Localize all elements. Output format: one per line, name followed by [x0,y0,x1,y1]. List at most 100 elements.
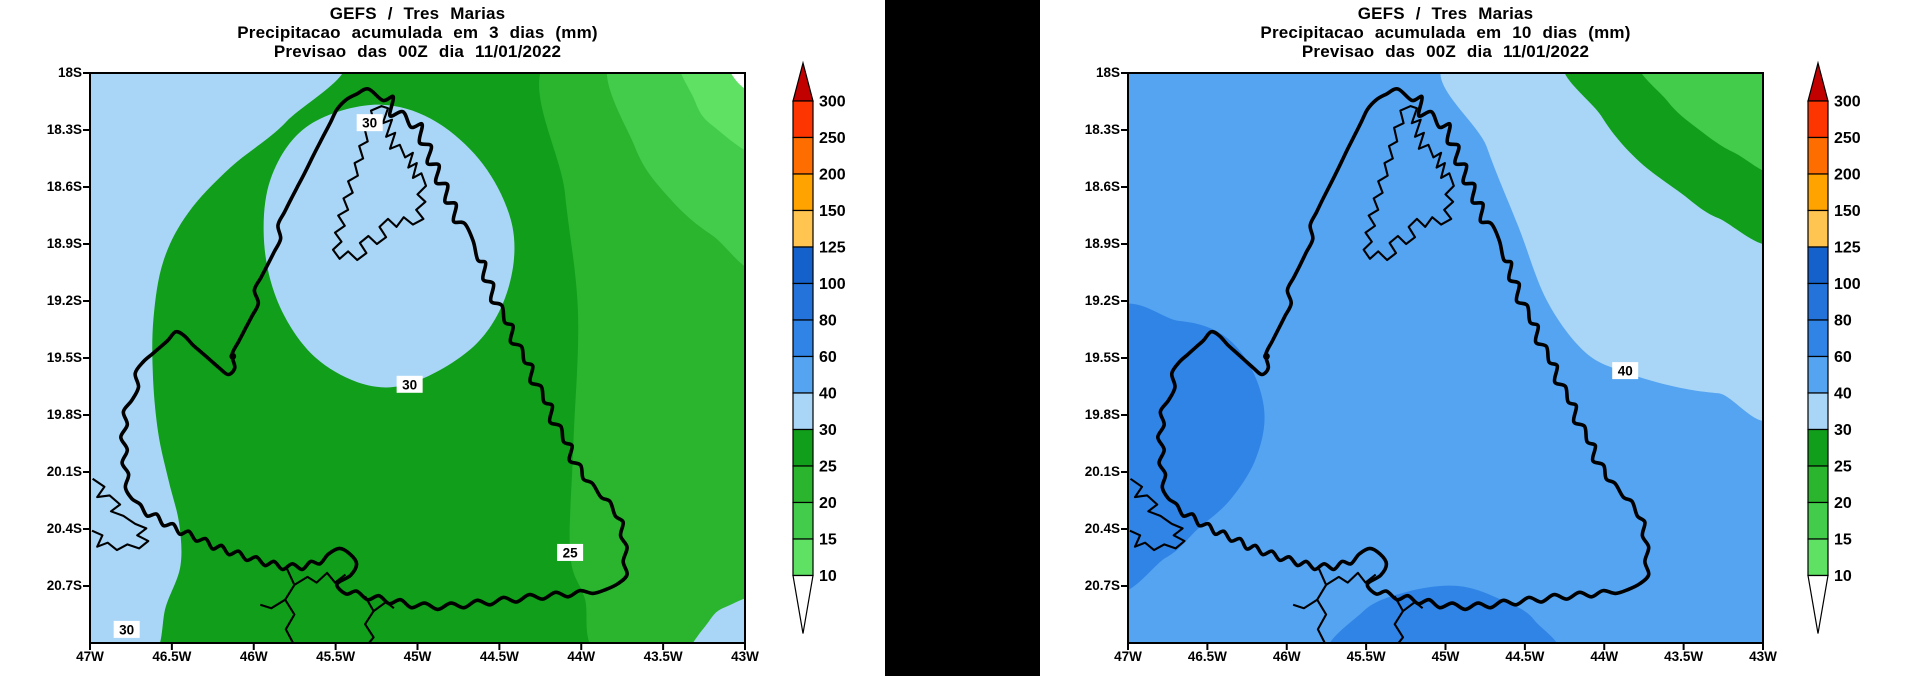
lon-tick-label: 45W [403,649,432,664]
colorbar-tick-label: 30 [1834,422,1852,439]
lat-tick-label: 20.7S [46,578,82,593]
colorbar-segment [792,538,814,577]
left-panel-title-line2: Precipitacao acumulada em 3 dias (mm) [237,23,598,42]
colorbar-segment [1807,100,1829,139]
precipitation-map-right: 40 [1121,72,1764,650]
precip-region [263,104,515,388]
lat-tick-label: 18S [57,65,82,80]
colorbar-segment [1807,465,1829,504]
lat-tick-label: 18.3S [46,122,82,137]
colorbar-segment [792,173,814,212]
lon-tick-label: 44W [567,649,596,664]
lat-tick-label: 18.9S [46,236,82,251]
colorbar-tick-label: 125 [819,240,846,257]
lon-tick-label: 47W [1114,649,1142,664]
lat-tick-label: 20.4S [1084,521,1120,536]
lat-tick-label: 18.6S [1084,179,1120,194]
colorbar-tick-label: 20 [1834,495,1852,512]
colorbar-segment [792,465,814,504]
lon-tick-label: 44.5W [1505,649,1545,664]
river-outline [91,477,150,552]
colorbar-tick-label: 60 [819,349,837,366]
colorbar-tick-label: 150 [1834,203,1861,220]
lat-tick-label: 18.3S [1084,122,1120,137]
lon-tick-label: 43.5W [1664,649,1704,664]
lon-tick-label: 43W [731,649,759,664]
left-panel-title-line3: Previsao das 00Z dia 11/01/2022 [273,42,562,61]
lon-tick-label: 46W [239,649,268,664]
river-outline [284,567,296,643]
precipitation-map-left: 30 30 25 30 [83,72,746,650]
lat-tick-label: 19.5S [1084,350,1120,365]
river-outline [293,571,347,586]
colorbar-segment [792,209,814,248]
station-dot [1263,352,1270,360]
tres-marias-reservoir-outline [331,105,428,262]
river-outline [1292,598,1318,610]
colorbar-segment [792,100,814,139]
colorbar-segment [792,136,814,175]
lat-tick-label: 19.2S [1084,293,1120,308]
colorbar-tick-label: 80 [1834,313,1852,330]
colorbar-segment [792,246,814,285]
lat-tick-label: 18.9S [1084,236,1120,251]
contour-label: 25 [563,545,579,560]
colorbar-tick-label: 25 [819,459,837,476]
lat-tick-label: 19.2S [46,293,82,308]
colorbar-under-arrow [792,574,814,634]
river-outline [1393,595,1405,643]
contour-label-box [113,620,140,638]
colorbar-tick-label: 30 [819,422,837,439]
station-dot [229,352,237,360]
colorbar-tick-label: 100 [819,276,846,293]
lat-tick-label: 19.8S [1084,407,1120,422]
lon-tick-label: 45.5W [316,649,356,664]
lat-tick-label: 19.5S [46,350,82,365]
colorbar-tick-label: 20 [819,495,837,512]
colorbar-tick-label: 150 [819,203,846,220]
lat-tick-label: 20.7S [1084,578,1120,593]
colorbar-right: 300 250 200 150 125 100 80 60 40 30 25 20 15 10 [1807,60,1861,634]
lat-tick-label: 18.6S [46,179,82,194]
precip-region [692,598,745,643]
colorbar-segment [1807,428,1829,467]
contour-label: 30 [119,622,134,637]
colorbar-segment [792,319,814,358]
colorbar-segment [1807,319,1829,358]
colorbar-left: 300 250 200 150 125 100 80 60 40 30 25 20 15 10 [792,60,846,634]
colorbar-tick-label: 200 [819,167,846,184]
colorbar-over-arrow [1807,60,1829,102]
colorbar-segment [1807,173,1829,212]
lon-tick-label: 43.5W [643,649,683,664]
contour-label-box [557,543,584,561]
colorbar-tick-label: 10 [819,568,837,585]
river-outline [364,595,375,643]
colorbar-segment [1807,209,1829,248]
colorbar-tick-label: 60 [1834,349,1852,366]
colorbar-tick-label: 125 [1834,240,1861,257]
lon-tick-label: 45W [1431,649,1460,664]
basin-outline [119,87,629,612]
tres-marias-reservoir-outline [1362,105,1455,262]
colorbar-tick-label: 25 [1834,459,1852,476]
lon-tick-label: 46.5W [152,649,192,664]
lon-tick-label: 47W [76,649,104,664]
precip-region [730,73,745,89]
colorbar-tick-label: 15 [819,532,837,549]
colorbar-tick-label: 40 [1834,386,1852,403]
lat-tick-label: 20.4S [46,521,82,536]
lat-tick-label: 20.1S [46,464,82,479]
precip-region [90,73,343,643]
colorbar-segment [1807,355,1829,394]
contour-label: 30 [362,116,377,131]
colorbar-segment [792,282,814,321]
lon-tick-label: 46.5W [1187,649,1227,664]
colorbar-tick-label: 250 [1834,130,1861,147]
river-outline [1129,477,1186,552]
river-outline [1402,600,1424,612]
lon-tick-label: 45.5W [1346,649,1386,664]
contour-label-box [396,375,423,393]
contour-label: 40 [1618,364,1633,379]
colorbar-segment [1807,282,1829,321]
colorbar-segment [1807,246,1829,285]
